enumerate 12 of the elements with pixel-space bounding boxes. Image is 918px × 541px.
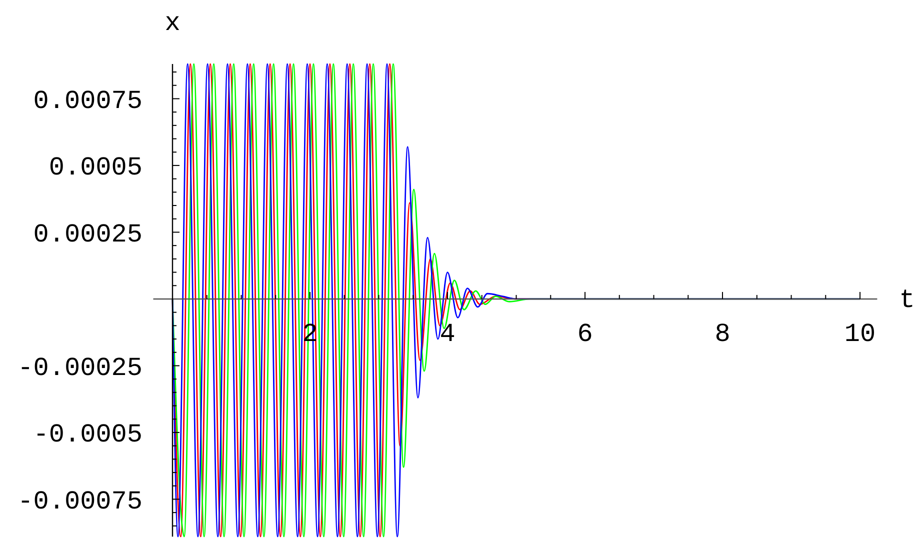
x-axis-title: t [899,284,915,315]
y-tick-label: -0.00075 [18,486,142,516]
x-tick-label: 10 [844,318,876,349]
y-tick-label: 0.00075 [33,86,142,116]
x-tick-label: 8 [714,318,730,349]
x-tick-label: 4 [440,318,456,349]
x-tick-label: 6 [577,318,593,349]
y-tick-label: -0.00025 [18,352,142,383]
y-tick-label: -0.0005 [33,420,142,450]
y-tick-label: 0.00025 [33,219,142,250]
y-axis-title: x [164,8,180,38]
y-tick-label: 0.0005 [48,152,142,183]
